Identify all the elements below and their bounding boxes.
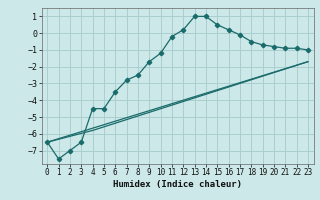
X-axis label: Humidex (Indice chaleur): Humidex (Indice chaleur) [113, 180, 242, 189]
